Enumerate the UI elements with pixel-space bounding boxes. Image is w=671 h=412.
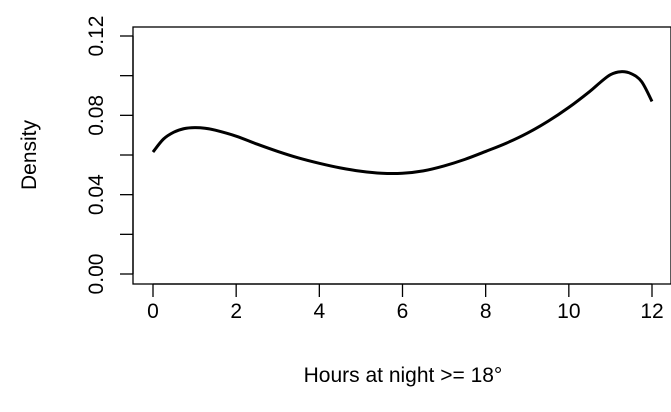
y-tick-label: 0.00 [85, 254, 108, 295]
y-tick-label: 0.12 [85, 16, 108, 57]
y-tick-label: 0.04 [85, 174, 108, 215]
x-axis-title: Hours at night >= 18° [304, 364, 503, 387]
plot-box [132, 26, 671, 285]
y-axis: 0.00 0.04 0.08 0.12 [85, 16, 134, 295]
x-tick-label: 6 [397, 300, 409, 323]
y-axis-title: Density [18, 119, 41, 190]
x-axis: 0 2 4 6 8 10 12 [147, 283, 664, 323]
x-tick-label: 10 [557, 300, 580, 323]
y-tick-label: 0.08 [85, 95, 108, 136]
x-tick-label: 12 [640, 300, 663, 323]
x-tick-label: 2 [230, 300, 242, 323]
x-tick-label: 4 [313, 300, 325, 323]
x-tick-label: 0 [147, 300, 159, 323]
x-tick-label: 8 [480, 300, 492, 323]
density-curve [151, 70, 654, 176]
